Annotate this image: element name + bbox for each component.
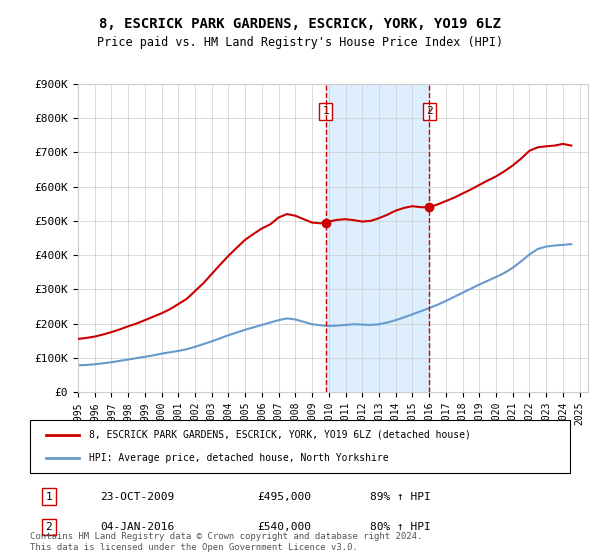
Text: 80% ↑ HPI: 80% ↑ HPI bbox=[370, 522, 431, 532]
Text: 04-JAN-2016: 04-JAN-2016 bbox=[100, 522, 175, 532]
Text: Price paid vs. HM Land Registry's House Price Index (HPI): Price paid vs. HM Land Registry's House … bbox=[97, 36, 503, 49]
Text: 2: 2 bbox=[46, 522, 52, 532]
Text: 1: 1 bbox=[46, 492, 52, 502]
FancyBboxPatch shape bbox=[30, 420, 570, 473]
Text: 89% ↑ HPI: 89% ↑ HPI bbox=[370, 492, 431, 502]
Text: HPI: Average price, detached house, North Yorkshire: HPI: Average price, detached house, Nort… bbox=[89, 453, 389, 463]
Text: 8, ESCRICK PARK GARDENS, ESCRICK, YORK, YO19 6LZ (detached house): 8, ESCRICK PARK GARDENS, ESCRICK, YORK, … bbox=[89, 430, 471, 440]
Text: 1: 1 bbox=[322, 106, 329, 116]
Text: £495,000: £495,000 bbox=[257, 492, 311, 502]
Text: 8, ESCRICK PARK GARDENS, ESCRICK, YORK, YO19 6LZ: 8, ESCRICK PARK GARDENS, ESCRICK, YORK, … bbox=[99, 17, 501, 31]
Text: £540,000: £540,000 bbox=[257, 522, 311, 532]
Text: Contains HM Land Registry data © Crown copyright and database right 2024.
This d: Contains HM Land Registry data © Crown c… bbox=[30, 532, 422, 552]
Text: 2: 2 bbox=[426, 106, 433, 116]
Bar bbox=[326, 84, 430, 392]
Text: 23-OCT-2009: 23-OCT-2009 bbox=[100, 492, 175, 502]
